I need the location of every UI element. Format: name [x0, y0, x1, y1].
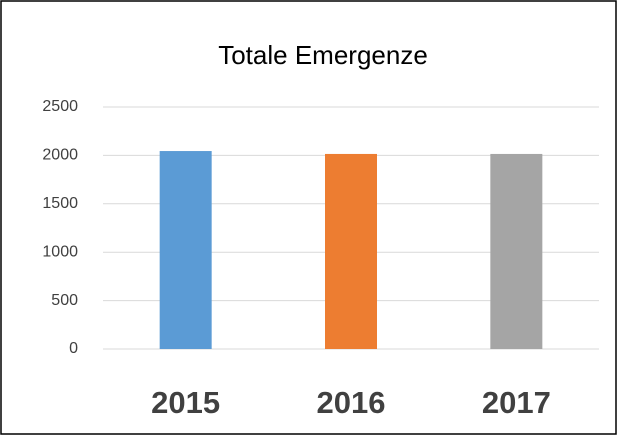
y-tick-label: 1500 [42, 195, 78, 212]
bar [490, 153, 543, 349]
y-tick-label: 1000 [42, 243, 78, 260]
y-tick-label: 2500 [42, 98, 78, 115]
y-tick-label: 2000 [42, 147, 78, 164]
x-tick-label: 2017 [482, 385, 551, 420]
x-tick-label: 2015 [151, 385, 220, 420]
chart-title: Totale Emergenze [218, 40, 428, 70]
y-tick-label: 0 [69, 340, 78, 357]
x-tick-label: 2016 [317, 385, 386, 420]
bar [159, 151, 212, 349]
bar [325, 153, 377, 349]
y-tick-label: 500 [51, 292, 78, 309]
